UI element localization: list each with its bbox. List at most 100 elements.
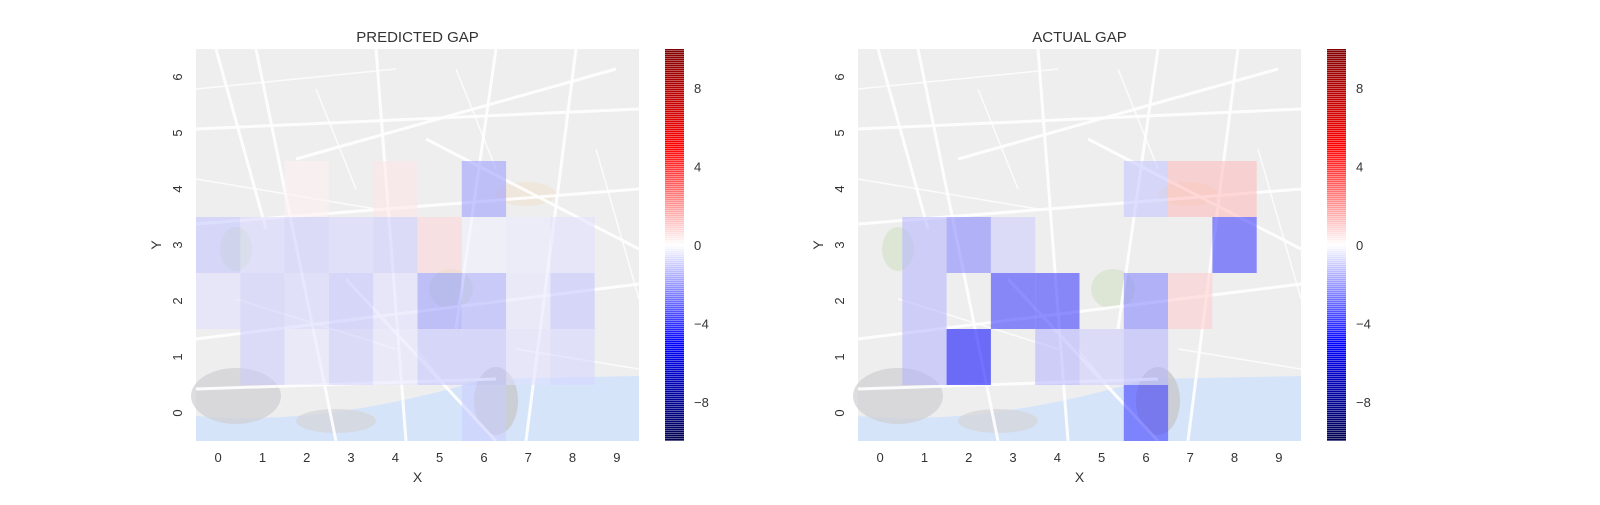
x-tick-label: 1	[259, 450, 266, 465]
heatmap-cell	[1079, 329, 1124, 385]
heatmap-cell	[240, 329, 285, 385]
y-tick-label: 0	[832, 409, 847, 416]
colorbar-tick-label: 0	[694, 238, 701, 253]
y-tick-label: 5	[170, 129, 185, 136]
heatmap-cell	[328, 217, 374, 273]
x-tick-label: 4	[1054, 450, 1061, 465]
heatmap-cell	[284, 161, 329, 217]
colorbar-tick-label: −4	[1356, 316, 1371, 331]
heatmap-cell	[550, 217, 595, 273]
x-tick-label: 6	[480, 450, 487, 465]
heatmap-cell	[373, 161, 418, 217]
heatmap-cells	[196, 161, 595, 441]
heatmap-cell	[328, 273, 374, 329]
x-tick-label: 3	[347, 450, 354, 465]
heatmap-cell	[946, 329, 991, 385]
x-tick-label: 8	[569, 450, 576, 465]
heatmap-cell	[240, 217, 285, 273]
heatmap-cell	[284, 273, 329, 329]
heatmap-cell	[373, 217, 418, 273]
x-tick-label: 9	[613, 450, 620, 465]
y-tick-label: 1	[832, 353, 847, 360]
heatmap-cell	[417, 273, 462, 329]
heatmap-cell	[1123, 161, 1169, 217]
x-tick-label: 3	[1009, 450, 1016, 465]
y-tick-label: 5	[832, 129, 847, 136]
y-tick-label: 6	[170, 73, 185, 80]
heatmap-panel-predicted: PREDICTED GAP 0 1 2 3 4 5 6 7 8 9 X 0 1 2 3 4 5 6 Y 8 4 0 −4 −8	[148, 29, 709, 485]
heatmap-cell	[328, 329, 374, 385]
x-axis-label: X	[413, 469, 423, 485]
y-tick-label: 2	[832, 297, 847, 304]
heatmap-cell	[284, 329, 329, 385]
y-axis-label: Y	[810, 240, 826, 250]
x-axis-label: X	[1075, 469, 1085, 485]
heatmap-panel-actual: ACTUAL GAP 0 1 2 3 4 5 6 7 8 9 X 0 1 2 3 4 5 6 Y 8 4 0 −4 −8	[810, 29, 1371, 485]
heatmap-cell	[461, 329, 507, 385]
heatmap-cell	[373, 273, 418, 329]
colorbar-tick-label: 4	[1356, 160, 1363, 175]
heatmap-cell	[506, 329, 551, 385]
heatmap-cell	[461, 217, 507, 273]
colorbar: 8 4 0 −4 −8	[665, 49, 709, 441]
x-tick-label: 2	[303, 450, 310, 465]
heatmap-cell	[902, 329, 947, 385]
heatmap-cell	[1123, 385, 1169, 441]
y-tick-label: 0	[170, 409, 185, 416]
y-tick-label: 3	[832, 241, 847, 248]
x-tick-label: 5	[1098, 450, 1105, 465]
y-tick-label: 2	[170, 297, 185, 304]
heatmap-cell	[196, 273, 241, 329]
heatmap-cell	[461, 385, 507, 441]
x-tick-label: 7	[1187, 450, 1194, 465]
heatmap-cell	[902, 217, 947, 273]
colorbar: 8 4 0 −4 −8	[1327, 49, 1371, 441]
heatmap-cell	[506, 217, 551, 273]
heatmap-cell	[373, 329, 418, 385]
heatmap-cell	[1212, 161, 1257, 217]
colorbar-tick-label: −8	[694, 395, 709, 410]
heatmap-cell	[946, 217, 991, 273]
heatmap-cell	[417, 217, 462, 273]
heatmap-cell	[550, 329, 595, 385]
colorbar-tick-label: −8	[1356, 395, 1371, 410]
heatmap-cell	[550, 273, 595, 329]
y-tick-label: 6	[832, 73, 847, 80]
y-tick-label: 4	[832, 185, 847, 192]
heatmap-cell	[240, 273, 285, 329]
heatmap-cell	[1123, 273, 1169, 329]
x-tick-label: 0	[215, 450, 222, 465]
heatmap-cell	[506, 273, 551, 329]
x-tick-label: 0	[877, 450, 884, 465]
heatmap-cell	[1035, 329, 1080, 385]
x-tick-label: 6	[1142, 450, 1149, 465]
colorbar-tick-label: 8	[694, 81, 701, 96]
x-tick-label: 5	[436, 450, 443, 465]
x-tick-label: 8	[1231, 450, 1238, 465]
heatmap-cell	[284, 217, 329, 273]
heatmap-cell	[990, 217, 1036, 273]
y-axis-label: Y	[148, 240, 164, 250]
y-tick-label: 3	[170, 241, 185, 248]
chart-title: PREDICTED GAP	[356, 29, 479, 46]
heatmap-cell	[417, 329, 462, 385]
y-tick-label: 4	[170, 185, 185, 192]
x-tick-label: 4	[392, 450, 399, 465]
x-tick-label: 2	[965, 450, 972, 465]
heatmap-cell	[990, 273, 1036, 329]
x-tick-label: 7	[525, 450, 532, 465]
y-tick-label: 1	[170, 353, 185, 360]
heatmap-cells	[902, 161, 1257, 441]
x-tick-label: 1	[921, 450, 928, 465]
colorbar-tick-label: 4	[694, 160, 701, 175]
heatmap-cell	[1212, 217, 1257, 273]
heatmap-cell	[902, 273, 947, 329]
heatmap-cell	[1123, 329, 1169, 385]
heatmap-cell	[1168, 273, 1213, 329]
heatmap-cell	[1168, 161, 1213, 217]
heatmap-cell	[461, 273, 507, 329]
colorbar-tick-label: 8	[1356, 81, 1363, 96]
heatmap-cell	[461, 161, 507, 217]
colorbar-tick-label: −4	[694, 316, 709, 331]
